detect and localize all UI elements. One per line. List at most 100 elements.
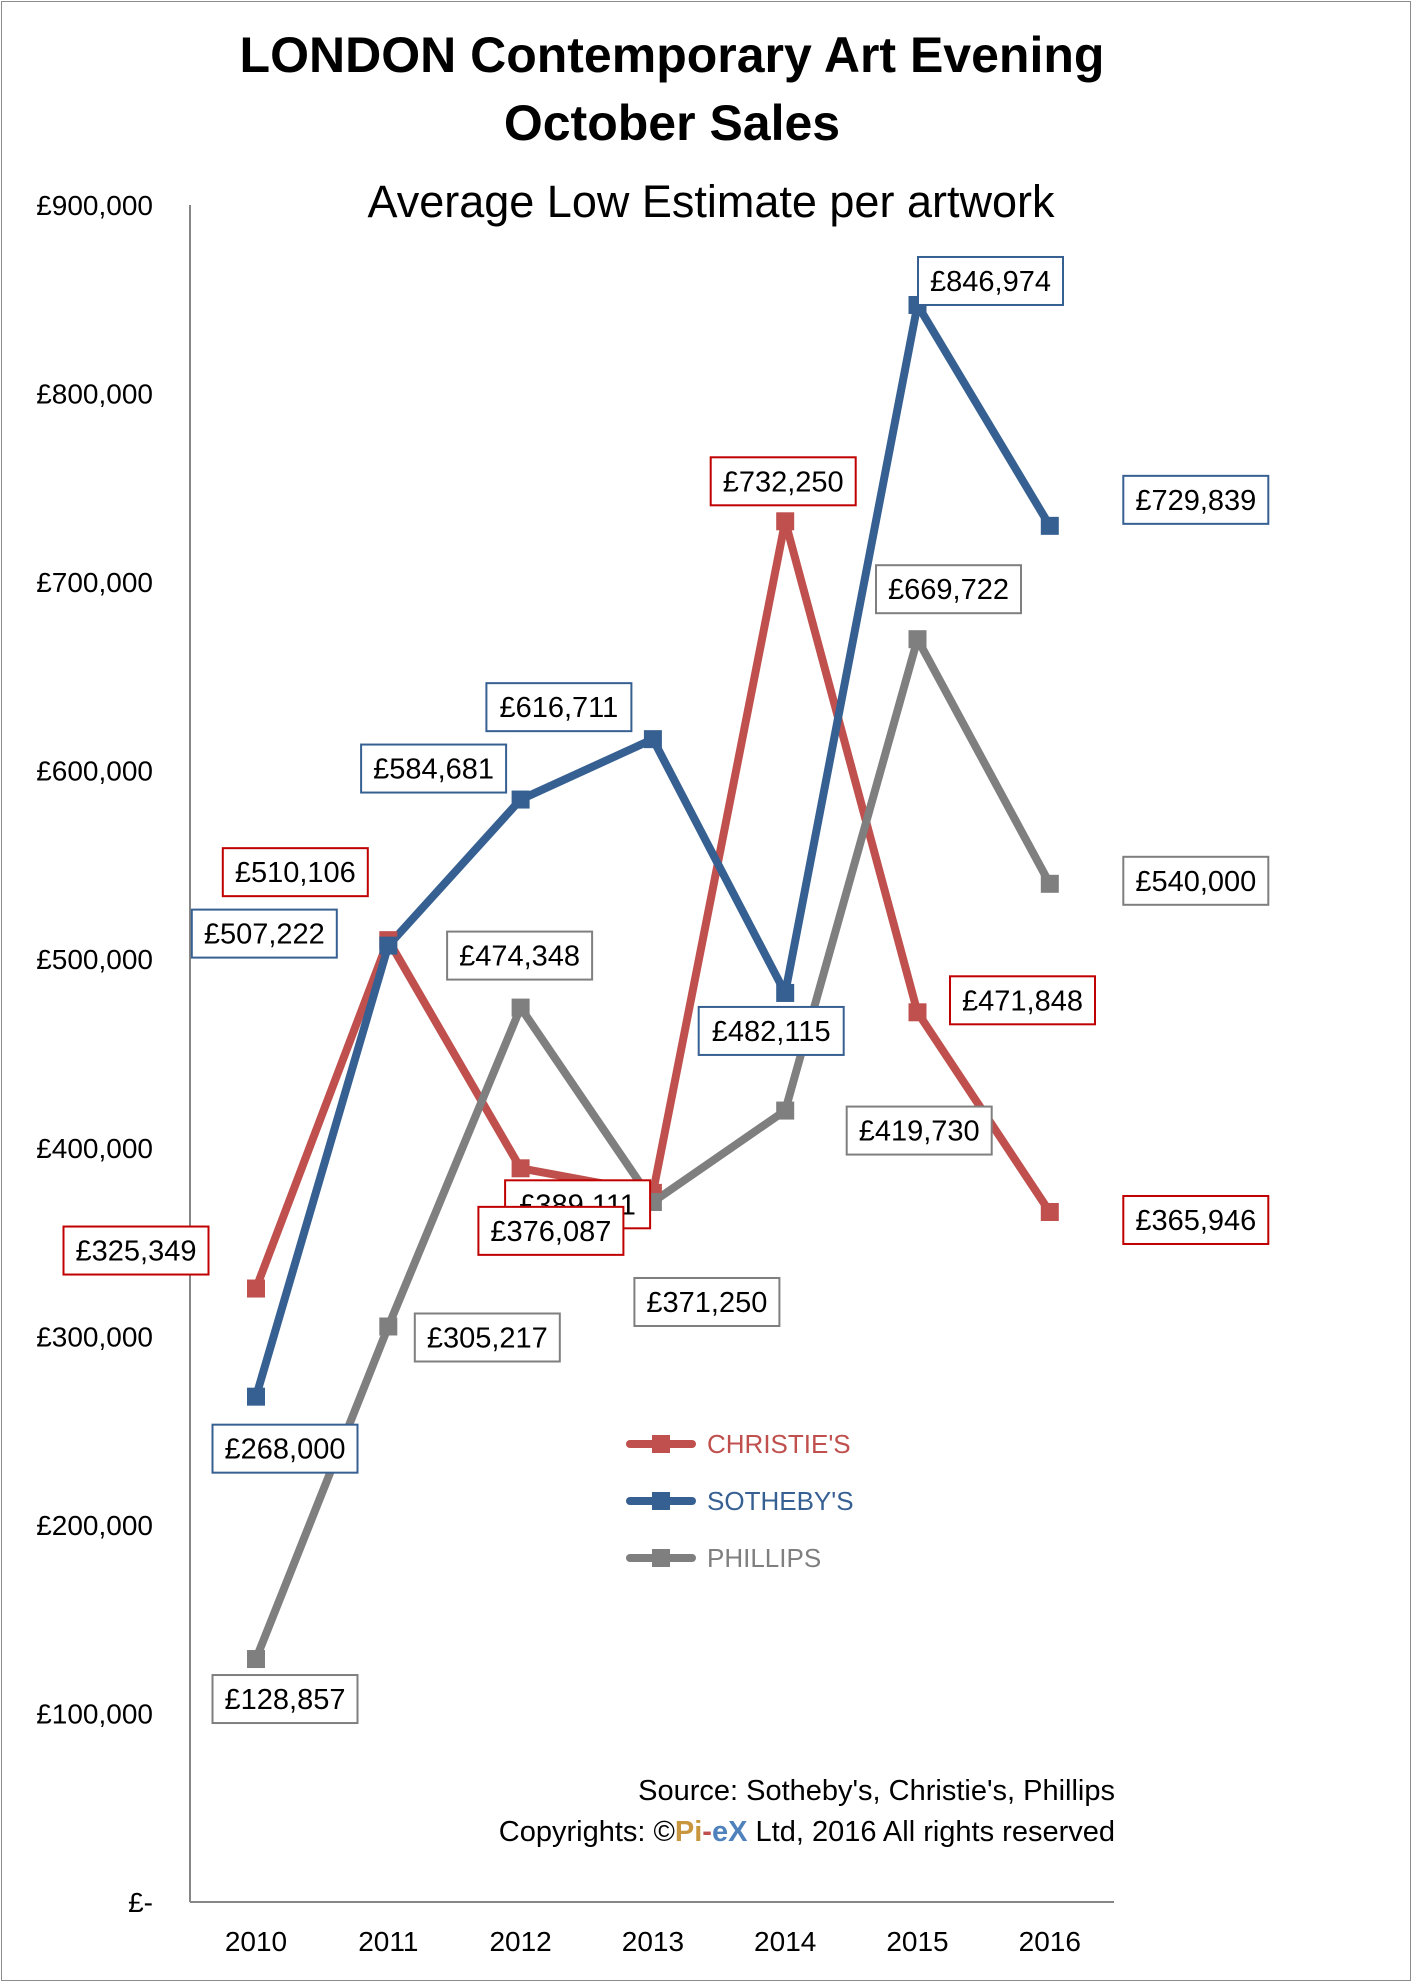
data-point-christie-s — [511, 1159, 530, 1178]
data-label-phillips: £419,730 — [845, 1105, 993, 1156]
data-point-sotheby-s — [776, 983, 795, 1002]
data-label-box — [709, 456, 857, 507]
y-tick-label: £800,000 — [36, 379, 153, 410]
data-label-text: £376,087 — [490, 1216, 611, 1248]
data-label-phillips: £669,722 — [875, 564, 1022, 615]
data-label-christie-s: £365,946 — [1122, 1194, 1270, 1245]
data-label-box — [845, 1105, 993, 1156]
data-label-box — [221, 847, 369, 898]
data-label-box — [1122, 474, 1270, 525]
data-label-phillips: £128,857 — [211, 1674, 359, 1725]
data-label-box — [190, 908, 338, 959]
data-label-box — [413, 1312, 561, 1363]
x-tick-label: 2012 — [489, 1926, 551, 1957]
data-label-text: £474,348 — [459, 941, 580, 973]
data-point-sotheby-s — [511, 790, 530, 809]
data-label-text: £669,722 — [888, 574, 1009, 606]
y-tick-label: £- — [128, 1887, 153, 1918]
data-label-phillips: £540,000 — [1122, 855, 1270, 906]
data-label-sotheby-s: £616,711 — [485, 682, 633, 733]
data-point-sotheby-s — [379, 936, 398, 955]
data-label-text: £732,250 — [723, 466, 844, 498]
data-label-box — [917, 255, 1064, 306]
data-label-box — [446, 930, 594, 981]
data-label-christie-s: £325,349 — [62, 1225, 210, 1276]
y-tick-label: £400,000 — [36, 1133, 153, 1164]
brand-dash: - — [702, 1816, 712, 1848]
data-label-text: £616,711 — [499, 692, 618, 724]
data-label-box — [633, 1276, 781, 1327]
x-tick-label: 2010 — [225, 1926, 287, 1957]
data-label-text: £325,349 — [76, 1236, 197, 1268]
legend-marker-phillips — [652, 1549, 670, 1567]
data-label-box — [62, 1225, 210, 1276]
data-label-box — [1122, 1194, 1270, 1245]
legend-label-sotheby-s: SOTHEBY'S — [707, 1486, 854, 1516]
data-label-text: £471,848 — [962, 985, 1083, 1017]
brand-ex: eX — [712, 1816, 748, 1848]
data-label-text: £419,730 — [859, 1116, 980, 1148]
y-tick-label: £900,000 — [36, 190, 153, 221]
x-tick-label: 2015 — [886, 1926, 948, 1957]
data-label-phillips: £371,250 — [633, 1276, 781, 1327]
legend: CHRISTIE'S SOTHEBY'S PHILLIPS — [626, 1429, 854, 1573]
y-axis-tick-labels: £- £100,000 £200,000 £300,000 £400,000 £500,0… — [36, 190, 153, 1918]
series-markers — [247, 295, 1059, 1669]
chart-title-line1: LONDON Contemporary Art Evening — [240, 27, 1105, 83]
data-label-box — [875, 564, 1022, 615]
data-label-christie-s: £732,250 — [709, 456, 857, 507]
series-line-christie-s — [252, 517, 1054, 1293]
series-line-sotheby-s — [252, 300, 1054, 1401]
data-label-christie-s: £510,106 — [221, 847, 369, 898]
data-label-christie-s: £471,848 — [949, 975, 1096, 1026]
data-label-box — [360, 743, 508, 794]
data-point-phillips — [511, 998, 530, 1017]
y-tick-label: £700,000 — [36, 567, 153, 598]
data-label-text: £729,839 — [1135, 485, 1256, 517]
series-lines — [252, 300, 1054, 1664]
data-label-box — [211, 1674, 359, 1725]
data-label-text: £540,000 — [1135, 866, 1256, 898]
legend-marker-sotheby-s — [652, 1492, 670, 1510]
legend-label-christie-s: CHRISTIE'S — [707, 1429, 851, 1459]
data-label-phillips: £305,217 — [413, 1312, 561, 1363]
x-tick-label: 2014 — [754, 1926, 816, 1957]
data-point-christie-s — [1040, 1202, 1059, 1221]
data-point-phillips — [379, 1317, 398, 1336]
y-tick-label: £100,000 — [36, 1698, 153, 1729]
data-point-phillips — [908, 630, 927, 649]
copyright-prefix: Copyrights: © — [499, 1816, 675, 1848]
y-tick-label: £300,000 — [36, 1321, 153, 1352]
data-label-text: £268,000 — [225, 1434, 346, 1466]
data-label-phillips: £474,348 — [446, 930, 594, 981]
data-point-christie-s — [776, 512, 795, 531]
x-axis-tick-labels: 2010 2011 2012 2013 2014 2015 2016 — [225, 1926, 1081, 1957]
data-labels: £325,349£510,106£389,111£376,087£732,250… — [62, 255, 1270, 1725]
chart-title-line2: October Sales — [504, 95, 840, 151]
data-label-text: £510,106 — [235, 857, 356, 889]
legend-marker-christie-s — [652, 1435, 670, 1453]
data-label-text: £305,217 — [427, 1322, 548, 1354]
data-label-sotheby-s: £482,115 — [697, 1005, 845, 1056]
data-label-text: £584,681 — [373, 754, 494, 786]
chart-subtitle: Average Low Estimate per artwork — [368, 176, 1055, 227]
data-point-christie-s — [247, 1279, 265, 1298]
data-label-box — [949, 975, 1096, 1026]
data-point-phillips — [776, 1101, 795, 1120]
data-label-box — [697, 1005, 845, 1056]
y-tick-label: £500,000 — [36, 944, 153, 975]
legend-label-phillips: PHILLIPS — [707, 1543, 821, 1573]
data-label-sotheby-s: £507,222 — [190, 908, 338, 959]
data-label-sotheby-s: £268,000 — [211, 1423, 359, 1474]
data-label-box — [477, 1205, 625, 1256]
data-label-box — [211, 1423, 359, 1474]
x-tick-label: 2016 — [1019, 1926, 1081, 1957]
data-label-sotheby-s: £846,974 — [917, 255, 1064, 306]
data-label-text: £507,222 — [204, 919, 325, 951]
data-label-text: £128,857 — [225, 1684, 346, 1716]
data-label-text: £846,974 — [930, 266, 1051, 298]
brand-pi: Pi — [675, 1816, 702, 1848]
data-point-sotheby-s — [1040, 516, 1059, 535]
x-tick-label: 2011 — [358, 1926, 418, 1957]
